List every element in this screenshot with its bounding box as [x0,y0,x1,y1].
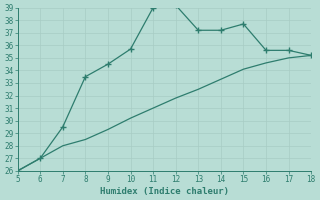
X-axis label: Humidex (Indice chaleur): Humidex (Indice chaleur) [100,187,229,196]
